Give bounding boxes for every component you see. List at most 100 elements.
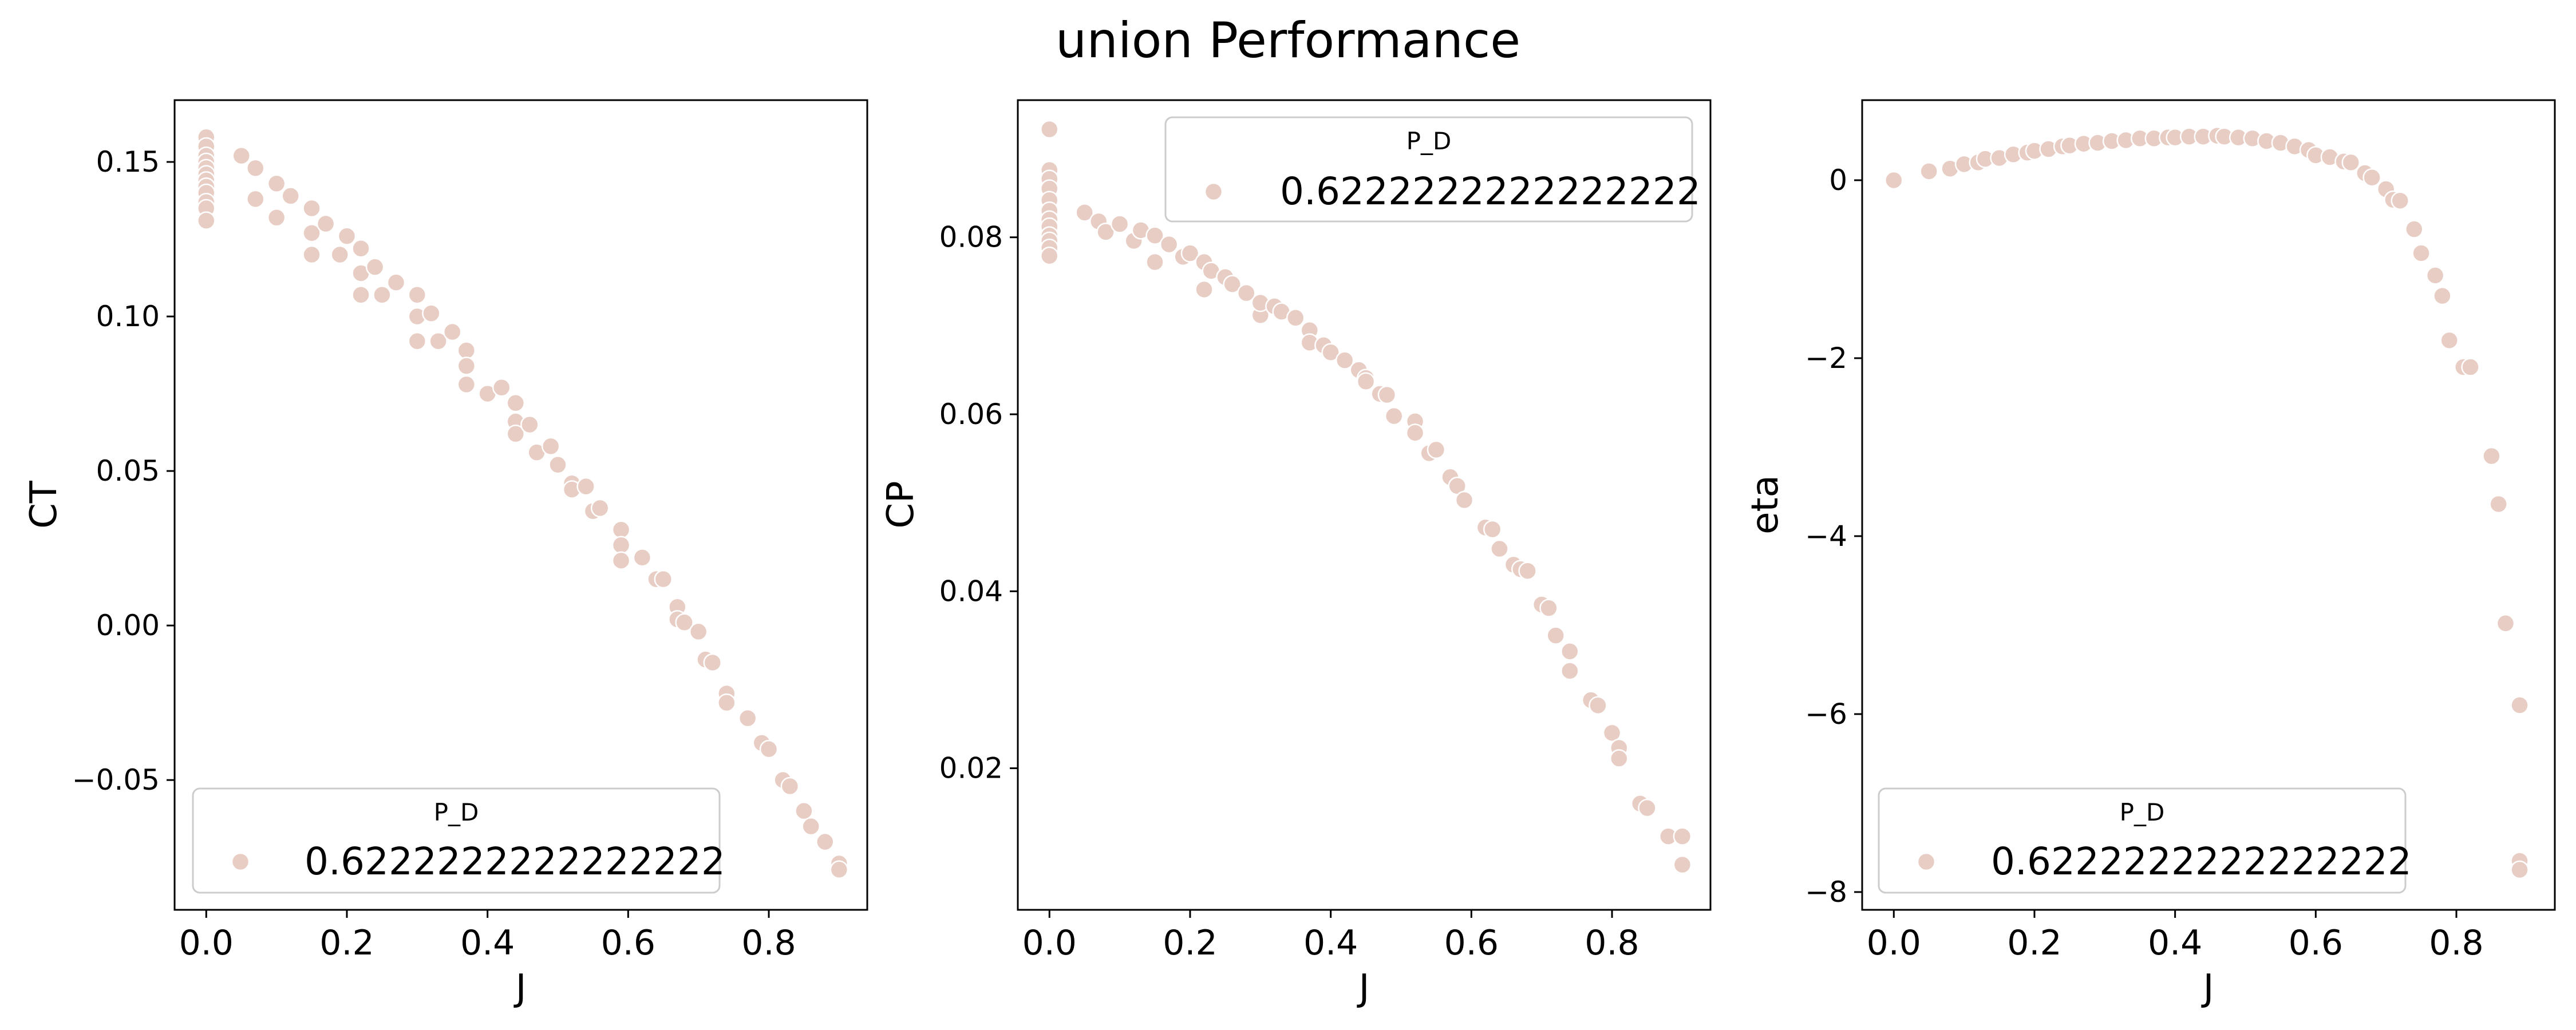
eta-axes-frame (1861, 99, 2556, 911)
ct-data-point (689, 622, 708, 641)
cp-legend-marker (1204, 182, 1223, 201)
cp-data-point (1040, 246, 1059, 266)
cp-legend-entry: 0.6222222222222222 (1280, 169, 1701, 213)
eta-data-point (2510, 696, 2529, 715)
eta-panel: 0.0 0.2 0.4 0.6 0.8 −8 −6 −4 −2 0 J eta P_D 0.622… (1744, 99, 2556, 1009)
eta-data-point (2489, 494, 2508, 514)
ct-data-point (351, 285, 370, 304)
ct-legend-title: P_D (434, 798, 479, 826)
cp-y-axis-label: CP (880, 481, 922, 528)
cp-data-point (1384, 406, 1404, 426)
ct-x-tick-label: 0.4 (460, 923, 515, 963)
cp-data-point (1040, 120, 1059, 139)
ct-data-point (703, 653, 722, 672)
eta-data-point (2433, 286, 2452, 306)
eta-y-tick-label: −4 (1805, 520, 1847, 553)
cp-data-point (1321, 343, 1340, 362)
cp-axes-frame (1017, 99, 1712, 911)
ct-y-tick-label: −0.05 (72, 763, 160, 797)
eta-y-tick-label: −6 (1805, 698, 1847, 731)
cp-data-point (1180, 244, 1200, 263)
cp-data-point (1610, 749, 1629, 768)
ct-data-point (408, 285, 427, 304)
ct-data-point (429, 332, 448, 351)
ct-data-point (675, 613, 694, 632)
eta-data-point (2412, 244, 2431, 263)
eta-data-point (2362, 168, 2381, 187)
ct-data-point (780, 777, 800, 796)
cp-data-point (1145, 226, 1164, 245)
cp-marks: 0.0 0.2 0.4 0.6 0.8 0.02 0.04 0.06 0.08 (939, 120, 1692, 963)
eta-data-point (1884, 171, 1903, 190)
eta-y-tick-label: 0 (1829, 164, 1847, 197)
cp-data-point (1195, 280, 1214, 299)
cp-data-point (1673, 855, 1692, 874)
cp-data-point (1159, 235, 1179, 254)
eta-data-point (2510, 860, 2529, 880)
ct-data-point (457, 356, 476, 375)
ct-legend-marker (231, 852, 250, 871)
ct-data-point (408, 332, 427, 351)
cp-data-point (1455, 490, 1474, 510)
eta-data-point (1919, 162, 1938, 181)
ct-data-point (548, 455, 567, 474)
cp-y-tick-label: 0.06 (939, 398, 1003, 431)
cp-data-point (1427, 440, 1446, 459)
ct-x-tick-label: 0.8 (741, 923, 796, 963)
ct-data-point (654, 569, 673, 589)
cp-data-point (1546, 626, 1565, 645)
eta-data-point (2425, 266, 2445, 285)
ct-data-point (457, 341, 476, 360)
ct-data-point (267, 174, 286, 193)
eta-legend-entry: 0.6222222222222222 (1991, 839, 2412, 884)
ct-data-point (492, 378, 511, 397)
ct-data-point (506, 425, 526, 443)
cp-data-point (1490, 539, 1509, 558)
ct-data-point (232, 146, 251, 165)
ct-x-tick-label: 0.0 (179, 923, 234, 963)
cp-data-point (1145, 252, 1164, 272)
cp-x-tick-label: 0.2 (1163, 923, 1217, 963)
ct-axes-frame (173, 99, 868, 911)
ct-data-point (267, 208, 286, 227)
cp-data-point (1110, 215, 1129, 233)
cp-x-tick-label: 0.4 (1303, 923, 1358, 963)
eta-x-tick-label: 0.6 (2289, 923, 2343, 963)
eta-x-tick-label: 0.4 (2148, 923, 2202, 963)
ct-legend-box (192, 787, 721, 894)
ct-data-point (337, 227, 357, 245)
eta-data-point (2405, 220, 2424, 239)
ct-data-point (759, 739, 779, 759)
eta-legend-marker (1917, 852, 1936, 871)
ct-data-point (801, 817, 820, 836)
eta-y-tick-label: −8 (1805, 876, 1847, 909)
eta-data-point (2496, 614, 2515, 633)
cp-data-point (1673, 827, 1692, 846)
cp-x-tick-label: 0.0 (1022, 923, 1077, 963)
ct-x-axis-label: J (513, 967, 527, 1009)
cp-y-tick-label: 0.08 (939, 221, 1003, 254)
figure-title: union Performance (1056, 12, 1520, 69)
ct-legend-entry: 0.6222222222222222 (305, 839, 725, 884)
eta-x-tick-label: 0.0 (1867, 923, 1921, 963)
ct-data-point (520, 415, 539, 434)
eta-y-tick-label: −2 (1805, 342, 1847, 375)
eta-data-point (2440, 331, 2459, 350)
cp-panel: 0.0 0.2 0.4 0.6 0.8 0.02 0.04 0.06 0.08 J CP P_D… (880, 99, 1712, 1009)
cp-data-point (1638, 798, 1657, 818)
ct-data-point (246, 159, 265, 178)
ct-panel: 0.0 0.2 0.4 0.6 0.8 −0.05 0.00 0.05 0.10 0.15 J C… (23, 99, 868, 1009)
cp-data-point (1096, 223, 1115, 241)
ct-data-point (302, 199, 321, 218)
ct-data-point (611, 551, 631, 570)
cp-legend-title: P_D (1406, 127, 1452, 155)
ct-data-point (422, 304, 441, 323)
cp-data-point (1483, 520, 1502, 539)
eta-data-point (2461, 358, 2480, 377)
ct-y-tick-label: 0.00 (96, 609, 160, 642)
eta-legend-title: P_D (2120, 798, 2165, 826)
ct-data-point (633, 548, 652, 567)
ct-data-point (506, 394, 526, 413)
cp-data-point (1560, 661, 1579, 680)
ct-data-point (197, 211, 216, 230)
